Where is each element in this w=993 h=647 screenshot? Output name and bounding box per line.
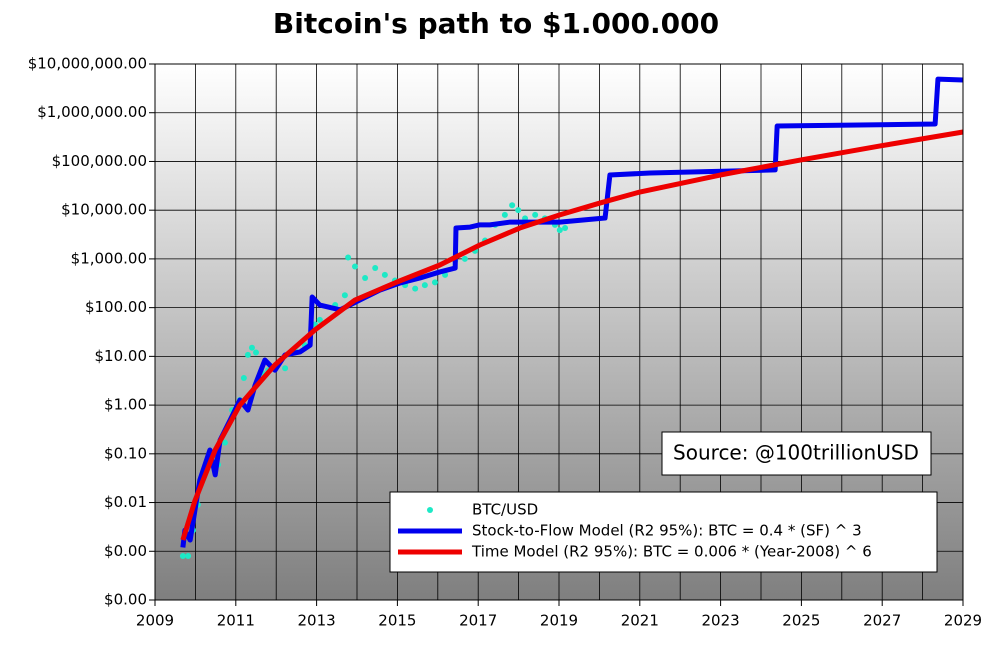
legend-label: Stock-to-Flow Model (R2 95%): BTC = 0.4 … (472, 522, 862, 540)
data-point (248, 344, 255, 351)
legend: BTC/USD Stock-to-Flow Model (R2 95%): BTC… (389, 491, 938, 573)
x-tick-label: 2021 (621, 612, 659, 630)
data-point (341, 292, 348, 299)
x-tick-label: 2015 (378, 612, 416, 630)
y-tick-label: $100.00 (85, 298, 147, 316)
data-point (221, 439, 228, 446)
y-tick-label: $0.00 (104, 591, 147, 609)
legend-marker (427, 507, 433, 513)
data-point (509, 202, 516, 209)
y-tick-label: $0.10 (104, 444, 147, 462)
data-point (556, 227, 563, 234)
data-point (282, 365, 289, 372)
y-tick-label: $1,000.00 (71, 249, 147, 267)
y-tick-label: $10.00 (95, 347, 148, 365)
data-point (372, 265, 379, 272)
data-point (253, 349, 259, 356)
data-point (532, 211, 539, 218)
y-tick-label: $100,000.00 (52, 152, 147, 170)
data-point (412, 285, 419, 292)
series-line (180, 129, 964, 541)
data-point (501, 211, 508, 218)
annotation: Source: @100trillionUSD (673, 441, 919, 465)
x-tick-label: 2023 (702, 612, 740, 630)
plot-frame (154, 63, 964, 601)
data-point (316, 316, 323, 323)
data-point (240, 374, 247, 381)
data-point (461, 255, 468, 262)
x-tick-label: 2019 (540, 612, 578, 630)
data-point (345, 254, 352, 261)
chart-title: Bitcoin's path to $1.000.000 (273, 7, 719, 40)
x-tick-label: 2027 (863, 612, 901, 630)
y-tick-label: $1.00 (104, 396, 147, 414)
data-point (351, 263, 358, 270)
x-tick-label: 2029 (944, 612, 982, 630)
x-tick-label: 2011 (217, 612, 255, 630)
marks (179, 76, 964, 559)
data-point (431, 279, 438, 286)
data-point (421, 282, 428, 289)
legend-label: Time Model (R2 95%): BTC = 0.006 * (Year… (471, 543, 872, 561)
legend-label: BTC/USD (472, 501, 538, 519)
y-tick-label: $1,000,000.00 (37, 103, 147, 121)
x-tick-label: 2017 (459, 612, 497, 630)
data-point (179, 552, 186, 559)
data-point (381, 271, 388, 278)
x-tick-label: 2025 (782, 612, 820, 630)
x-tick-label: 2013 (298, 612, 336, 630)
data-point (562, 225, 569, 232)
annotation-box (661, 431, 932, 476)
data-point (515, 207, 522, 214)
y-tick-label: $0.01 (104, 493, 147, 511)
data-point (244, 351, 251, 358)
y-tick-label: $0.00 (104, 542, 147, 560)
data-point (362, 274, 369, 281)
data-point (185, 552, 192, 559)
x-tick-label: 2009 (136, 612, 174, 630)
legend-box (389, 491, 938, 573)
y-tick-label: $10,000.00 (61, 201, 147, 219)
y-tick-label: $10,000,000.00 (28, 55, 147, 73)
